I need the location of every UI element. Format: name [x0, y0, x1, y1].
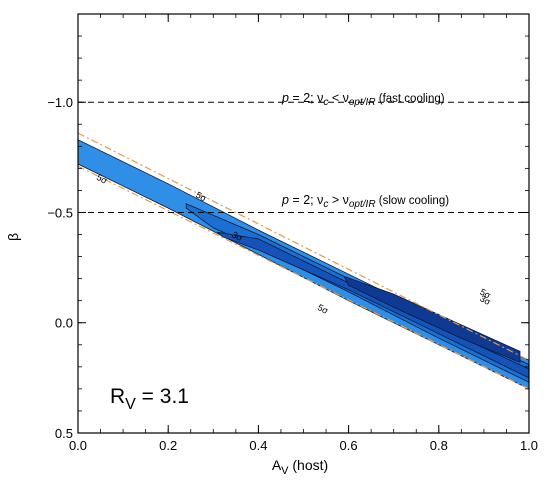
contour-label-5sigma-1: 5σ [194, 190, 208, 204]
bound-curve-upper [78, 132, 529, 361]
y-tick-label: 0.5 [55, 426, 73, 441]
slow-c: c [323, 199, 328, 210]
fast-eq: = 2; ν [289, 91, 323, 105]
reference-lines [78, 101, 529, 213]
x-tick-label: 0.0 [69, 438, 87, 453]
x-tick-label: 0.8 [430, 438, 448, 453]
x-tick-label: 0.2 [159, 438, 177, 453]
y-tick-label: −0.5 [47, 205, 73, 220]
contour-regions [78, 139, 529, 390]
fast-sub: opt/IR [349, 97, 376, 108]
contour-label-5sigma-2: 5σ [316, 302, 330, 316]
annotation-slow-cooling: p = 2; νc > νopt/IR (slow cooling) [281, 193, 449, 210]
bounding-curves [78, 132, 529, 390]
tick-labels: 0.0 0.2 0.4 0.6 0.8 1.0−1.0−0.50.00.5 [47, 95, 538, 453]
slow-note: (slow cooling) [376, 195, 450, 207]
contour-2sigma [343, 275, 521, 363]
y-axis-title: β [5, 233, 21, 241]
x-axis-title-rest: (host) [289, 457, 329, 473]
fast-c: c [323, 97, 328, 108]
slow-rel: > ν [328, 193, 349, 207]
slow-eq: = 2; ν [289, 193, 323, 207]
fast-p: p [281, 91, 289, 105]
x-tick-label: 1.0 [520, 438, 538, 453]
x-tick-label: 0.4 [249, 438, 267, 453]
bound-curve-lower [78, 165, 529, 390]
fast-rel: < ν [328, 91, 349, 105]
x-axis-title-main: A [272, 457, 282, 473]
contour-label-5sigma-3: 5σ [478, 287, 492, 301]
rv-sub: V [125, 396, 136, 413]
x-axis-title-sub: V [281, 465, 289, 477]
y-tick-label: 0.0 [55, 316, 73, 331]
rv-main: R [110, 385, 125, 408]
y-tick-label: −1.0 [47, 95, 73, 110]
contour-label-3sigma-0: 3σ [230, 229, 244, 243]
slow-p: p [281, 193, 289, 207]
axis-ticks [77, 13, 530, 434]
contour-3sigma [216, 231, 529, 379]
x-axis-title: AV (host) [272, 457, 328, 477]
rv-annotation: RV = 3.1 [110, 385, 189, 413]
rv-rest: = 3.1 [136, 385, 189, 408]
contour-label-5sigma-0: 5σ [95, 172, 109, 186]
x-tick-label: 0.6 [340, 438, 358, 453]
slow-sub: opt/IR [349, 199, 376, 210]
contour-label-3sigma-1: 3σ [478, 293, 492, 307]
annotation-fast-cooling: p = 2; νc < νopt/IR (fast cooling) [281, 91, 445, 108]
plot-background [78, 14, 529, 433]
fast-note: (fast cooling) [376, 93, 445, 105]
